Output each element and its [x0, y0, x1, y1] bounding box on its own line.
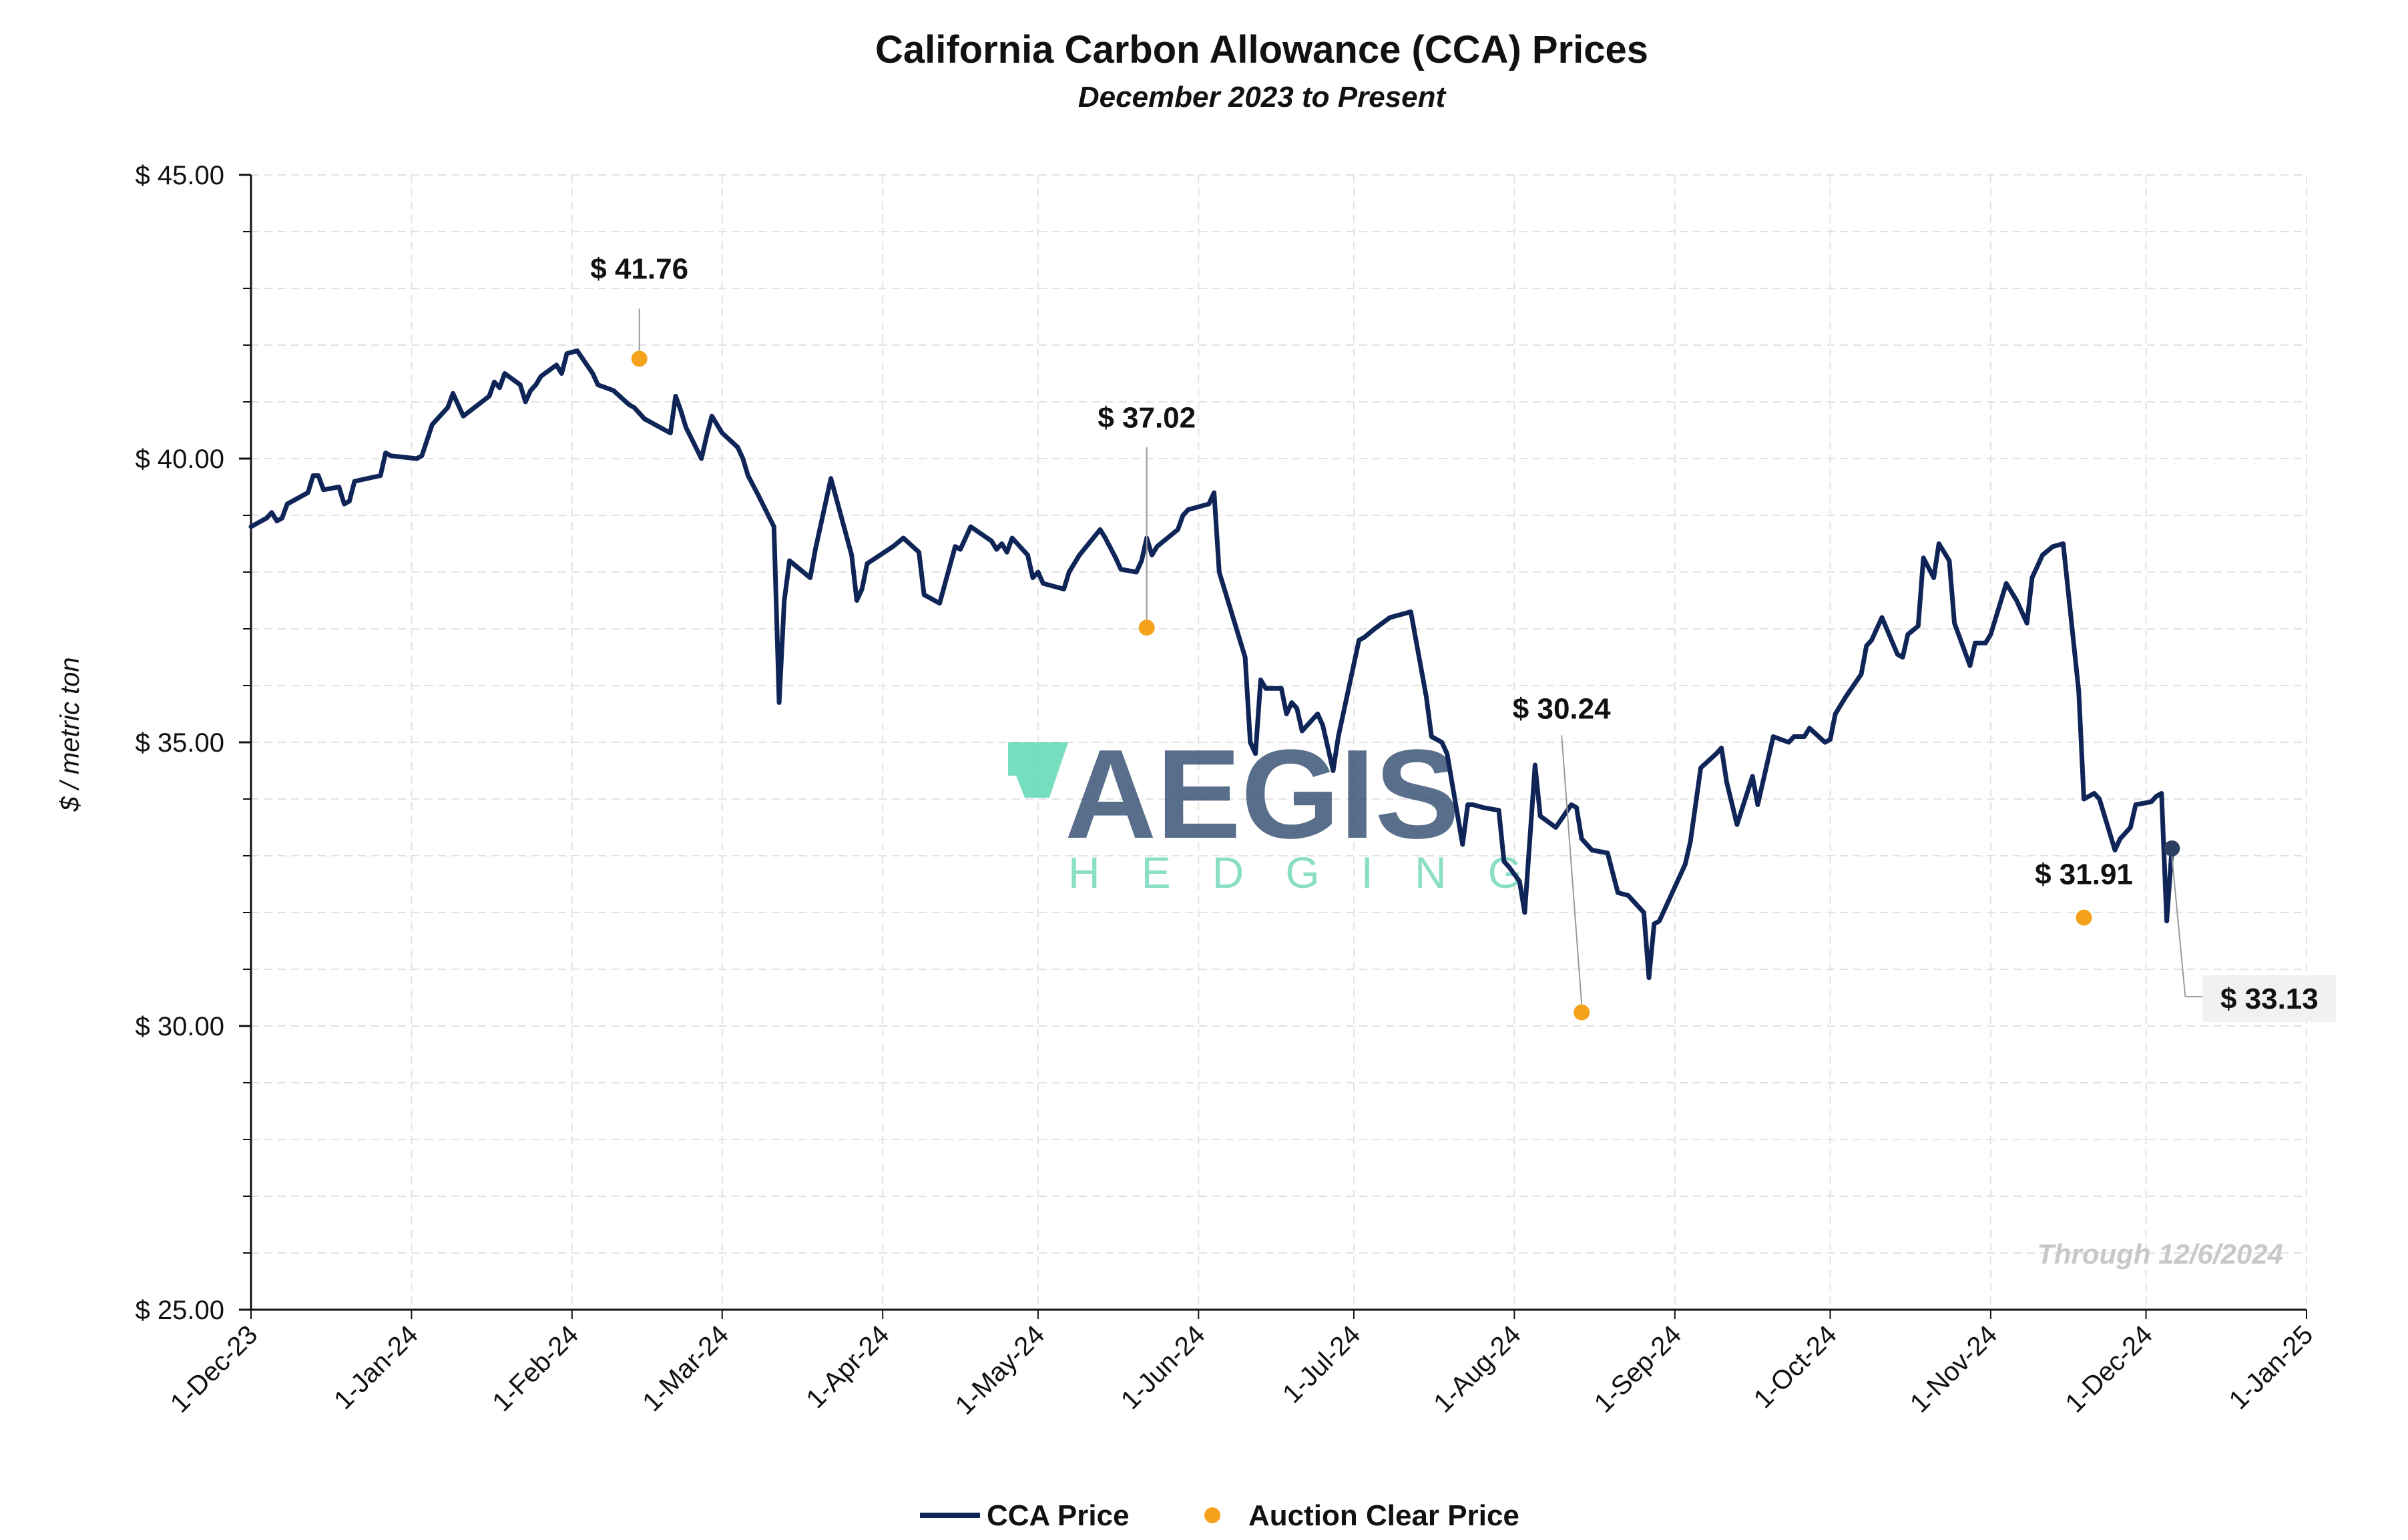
x-tick-label: 1-Dec-23: [165, 1320, 263, 1418]
y-tick-label: $ 30.00: [136, 1012, 224, 1041]
x-tick-label: 1-May-24: [950, 1320, 1051, 1421]
chart-subtitle: December 2023 to Present: [1078, 81, 1447, 113]
auction-annotation-label: $ 41.76: [590, 252, 688, 285]
x-tick-label: 1-Jan-24: [328, 1320, 424, 1415]
cca-last-point: [2164, 840, 2180, 856]
x-tick-label: 1-Oct-24: [1748, 1320, 1843, 1414]
watermark-brand: AEGIS: [1065, 724, 1459, 865]
annotations: $ 41.76 $ 37.02 $ 30.24 $ 31.91 $ 33.13: [590, 252, 2337, 1022]
last-price-leader: [2171, 856, 2186, 997]
watermark-tagline: HEDGING: [1068, 848, 1563, 897]
x-tick-label: 1-Nov-24: [1905, 1320, 2003, 1418]
legend-cca-label: CCA Price: [987, 1499, 1130, 1532]
legend-auction-label: Auction Clear Price: [1248, 1499, 1519, 1532]
x-tick-label: 1-Aug-24: [1428, 1320, 1526, 1418]
last-price-label: $ 33.13: [2220, 983, 2319, 1015]
auction-annotation-label: $ 37.02: [1098, 401, 1196, 434]
auction-clear-point: [1574, 1004, 1590, 1021]
y-tick-label: $ 35.00: [136, 728, 224, 758]
grid-lines: [251, 174, 2307, 1310]
legend-auction-dot-swatch: [1204, 1507, 1220, 1523]
chart-title: California Carbon Allowance (CCA) Prices: [875, 28, 1648, 71]
x-tick-label: 1-Sep-24: [1589, 1320, 1687, 1418]
auction-clear-point: [631, 350, 648, 367]
x-tick-label: 1-Dec-24: [2060, 1320, 2158, 1418]
aegis-logo-mark: [1008, 742, 1068, 798]
x-tick-label: 1-Jan-25: [2224, 1320, 2319, 1415]
auction-clear-point: [1138, 619, 1155, 636]
x-tick-label: 1-Apr-24: [800, 1320, 895, 1414]
y-axis-label: $ / metric ton: [55, 657, 85, 812]
axes: [239, 174, 2307, 1319]
y-tick-label: $ 45.00: [136, 161, 224, 190]
auction-clear-point: [2076, 909, 2092, 926]
plot-area: AEGIS HEDGING 1-Dec-23 1-Jan-24 1-Feb-24 1-…: [136, 161, 2337, 1421]
auction-annotation-leader: [1561, 735, 1583, 1005]
cca-price-line: [248, 348, 2174, 981]
y-tick-label: $ 40.00: [136, 445, 224, 474]
data-series: [248, 348, 2180, 1021]
legend: CCA Price Auction Clear Price: [920, 1499, 1519, 1532]
x-tick-label: 1-Jun-24: [1116, 1320, 1211, 1415]
x-tick-label: 1-Mar-24: [637, 1320, 734, 1417]
x-tick-label: 1-Jul-24: [1277, 1320, 1366, 1408]
watermark-logo: AEGIS HEDGING: [1008, 724, 1563, 897]
auction-annotation-label: $ 30.24: [1513, 693, 1611, 726]
through-note: Through 12/6/2024: [2037, 1238, 2283, 1270]
x-tick-label: 1-Feb-24: [487, 1320, 584, 1417]
y-tick-label: $ 25.00: [136, 1296, 224, 1325]
last-price-label-box: [2202, 975, 2337, 1022]
auction-annotation-label: $ 31.91: [2035, 858, 2133, 891]
